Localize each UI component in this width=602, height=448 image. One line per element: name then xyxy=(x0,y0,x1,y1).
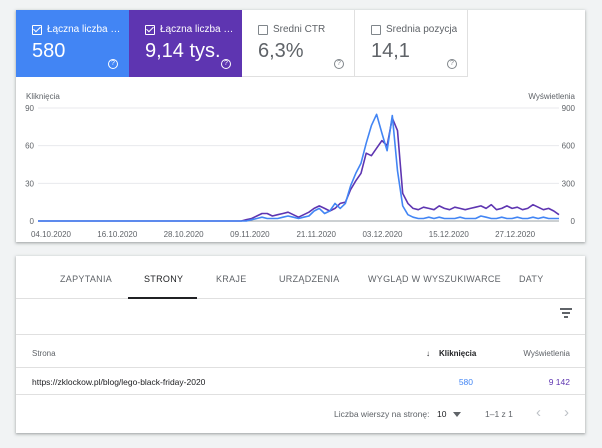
right-axis-tick: 0 xyxy=(571,217,576,226)
x-axis-tick: 16.10.2020 xyxy=(97,230,138,239)
pagination: Liczba wierszy na stronę: 10 1–1 z 1 ‹ › xyxy=(16,395,585,433)
tab-dates[interactable]: DATY xyxy=(519,274,544,284)
performance-chart[interactable]: Kliknięcia Wyświetlenia 0 30 60 90 0 300 600 9… xyxy=(16,77,585,242)
x-axis-tick: 28.10.2020 xyxy=(164,230,205,239)
tab-countries[interactable]: KRAJE xyxy=(216,274,247,284)
impressions-value: 9 142 xyxy=(548,377,570,387)
checkbox-checked-icon[interactable] xyxy=(32,24,42,35)
clicks-series-line xyxy=(38,113,559,222)
impressions-series-line xyxy=(38,117,560,222)
metric-selector: Łączna liczba klik... 580 ? Łączna liczb… xyxy=(16,10,585,77)
metric-value: 14,1 xyxy=(371,40,410,62)
help-icon[interactable]: ? xyxy=(447,59,457,69)
help-icon[interactable]: ? xyxy=(334,59,344,69)
metric-average-position[interactable]: Średnia pozycja 14,1 ? xyxy=(355,10,468,77)
dropdown-arrow-icon[interactable] xyxy=(453,412,461,418)
tab-devices[interactable]: URZĄDZENIA xyxy=(279,274,340,284)
metric-value: 9,14 tys. xyxy=(145,40,221,62)
x-axis-tick: 04.10.2020 xyxy=(31,230,72,239)
x-axis-tick: 27.12.2020 xyxy=(495,230,536,239)
performance-card: Łączna liczba klik... 580 ? Łączna liczb… xyxy=(16,10,585,242)
rows-per-page-label: Liczba wierszy na stronę: xyxy=(334,409,430,419)
metric-label: Średni CTR xyxy=(273,24,326,35)
dimension-tabs: ZAPYTANIA STRONY KRAJE URZĄDZENIA WYGLĄD… xyxy=(16,256,585,299)
x-axis-tick: 15.12.2020 xyxy=(429,230,470,239)
help-icon[interactable]: ? xyxy=(221,59,231,69)
column-header-clicks[interactable]: Kliknięcia xyxy=(439,349,477,358)
metric-label: Łączna liczba wy... xyxy=(160,24,235,35)
table-header: Strona ↓ Kliknięcia Wyświetlenia xyxy=(16,334,585,368)
page-range: 1–1 z 1 xyxy=(485,409,513,419)
left-axis-tick: 30 xyxy=(25,179,34,188)
metric-value: 6,3% xyxy=(258,40,304,62)
filter-icon[interactable] xyxy=(560,308,572,318)
metric-average-ctr[interactable]: Średni CTR 6,3% ? xyxy=(242,10,355,77)
left-axis-tick: 60 xyxy=(25,142,34,151)
x-axis-tick: 21.11.2020 xyxy=(296,230,336,239)
prev-page-icon[interactable]: ‹ xyxy=(536,404,541,421)
left-axis-tick: 90 xyxy=(25,104,34,113)
metric-label: Łączna liczba klik... xyxy=(47,24,122,35)
checkbox-unchecked-icon[interactable] xyxy=(371,24,381,35)
rows-per-page-select[interactable]: 10 xyxy=(437,409,447,419)
active-tab-indicator xyxy=(128,297,197,299)
metric-value: 580 xyxy=(32,40,66,62)
right-axis-tick: 300 xyxy=(562,179,576,188)
help-icon[interactable]: ? xyxy=(108,59,118,69)
right-axis-tick: 900 xyxy=(562,104,576,113)
metric-total-clicks[interactable]: Łączna liczba klik... 580 ? xyxy=(16,10,129,77)
pages-table-card: ZAPYTANIA STRONY KRAJE URZĄDZENIA WYGLĄD… xyxy=(16,256,585,433)
next-page-icon[interactable]: › xyxy=(564,404,569,421)
clicks-value: 580 xyxy=(458,377,473,387)
sort-arrow-icon[interactable]: ↓ xyxy=(426,349,430,358)
x-axis-tick: 03.12.2020 xyxy=(362,230,403,239)
tab-search-appearance[interactable]: WYGLĄD W WYSZUKIWARCE xyxy=(368,274,501,284)
left-axis-label: Kliknięcia xyxy=(26,92,60,101)
page-url[interactable]: https://zklockow.pl/blog/lego-black-frid… xyxy=(32,377,206,387)
metric-label: Średnia pozycja xyxy=(386,24,458,35)
left-axis-tick: 0 xyxy=(30,217,35,226)
column-header-impressions[interactable]: Wyświetlenia xyxy=(523,349,570,358)
column-header-page[interactable]: Strona xyxy=(32,349,56,358)
right-axis-tick: 600 xyxy=(562,142,576,151)
tab-queries[interactable]: ZAPYTANIA xyxy=(60,274,113,284)
checkbox-unchecked-icon[interactable] xyxy=(258,24,268,35)
metric-total-impressions[interactable]: Łączna liczba wy... 9,14 tys. ? xyxy=(129,10,242,77)
right-axis-label: Wyświetlenia xyxy=(528,92,575,101)
table-row[interactable]: https://zklockow.pl/blog/lego-black-frid… xyxy=(16,368,585,395)
checkbox-checked-icon[interactable] xyxy=(145,24,155,35)
x-axis-tick: 09.11.2020 xyxy=(230,230,270,239)
tab-pages[interactable]: STRONY xyxy=(144,274,184,284)
